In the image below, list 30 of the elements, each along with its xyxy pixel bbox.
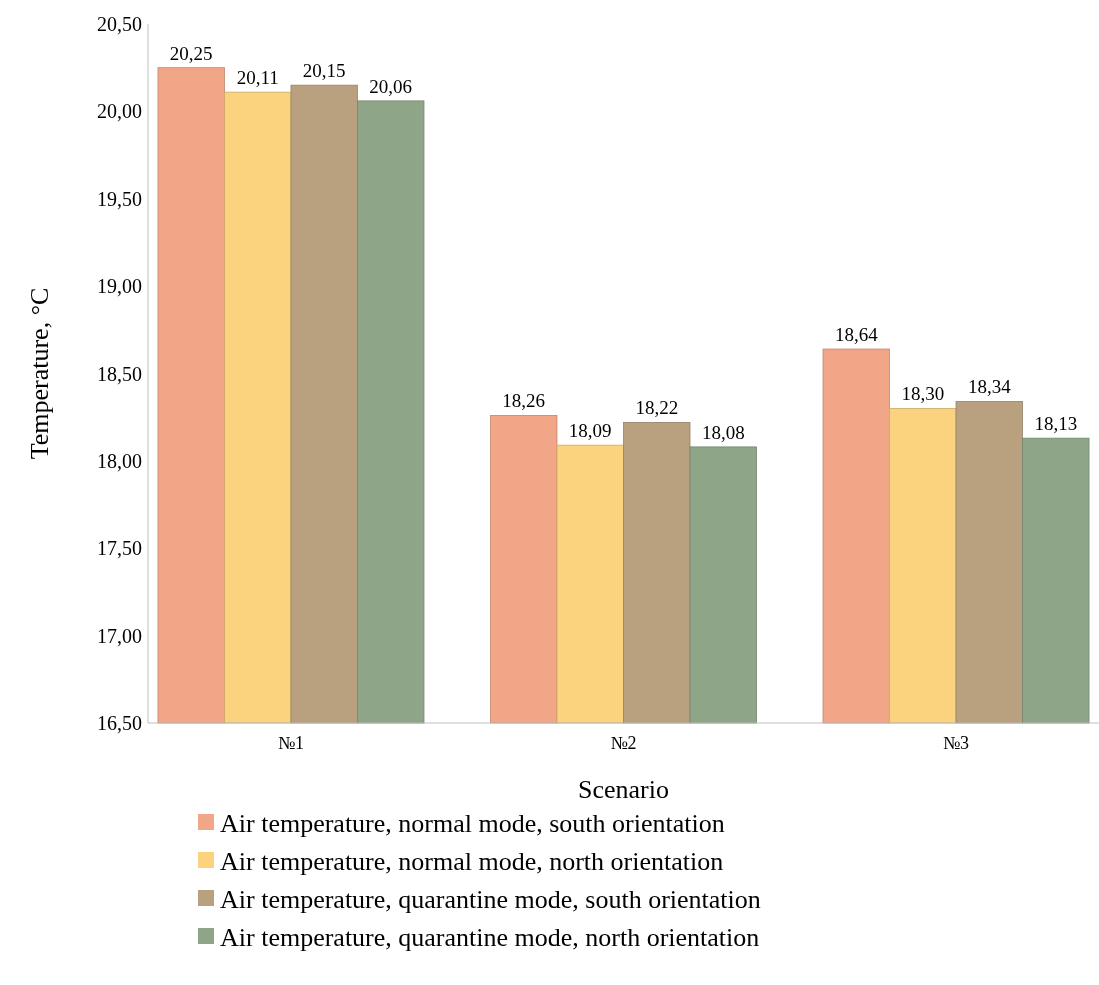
y-tick-label: 19,50 xyxy=(97,187,142,210)
y-tick-label: 19,00 xyxy=(97,275,142,298)
y-tick-label: 20,50 xyxy=(97,13,142,35)
legend-label: Air temperature, quarantine mode, north orientation xyxy=(220,923,760,953)
y-tick-label: 16,50 xyxy=(97,712,142,734)
data-label: 20,11 xyxy=(236,67,279,89)
data-label: 20,25 xyxy=(169,42,213,64)
y-tick-label: 18,50 xyxy=(97,362,142,385)
data-label: 20,15 xyxy=(302,60,346,82)
y-tick-label: 17,00 xyxy=(97,624,142,647)
y-tick-label: 17,50 xyxy=(97,537,142,560)
data-label: 18,09 xyxy=(568,420,612,442)
data-label: 18,22 xyxy=(635,397,679,419)
data-label: 18,34 xyxy=(967,376,1012,398)
data-label: 18,08 xyxy=(701,421,745,443)
data-label: 20,06 xyxy=(369,75,413,97)
y-tick-label: 18,00 xyxy=(97,449,142,472)
legend-label: Air temperature, normal mode, south orientation xyxy=(220,809,725,839)
y-axis-title: Temperature, °C xyxy=(25,287,54,460)
data-label: 18,26 xyxy=(502,390,546,412)
x-axis-title: Scenario xyxy=(578,775,669,804)
x-tick-label: №2 xyxy=(610,733,637,753)
x-tick-label: №3 xyxy=(942,733,970,753)
legend-label: Air temperature, normal mode, north orientation xyxy=(220,847,724,877)
data-label: 18,64 xyxy=(834,324,879,346)
legend-label: Air temperature, quarantine mode, south orientation xyxy=(220,885,761,915)
data-label: 18,30 xyxy=(901,383,945,405)
x-tick-label: №1 xyxy=(277,733,305,753)
y-tick-label: 20,00 xyxy=(97,100,142,123)
data-label: 18,13 xyxy=(1034,413,1078,435)
